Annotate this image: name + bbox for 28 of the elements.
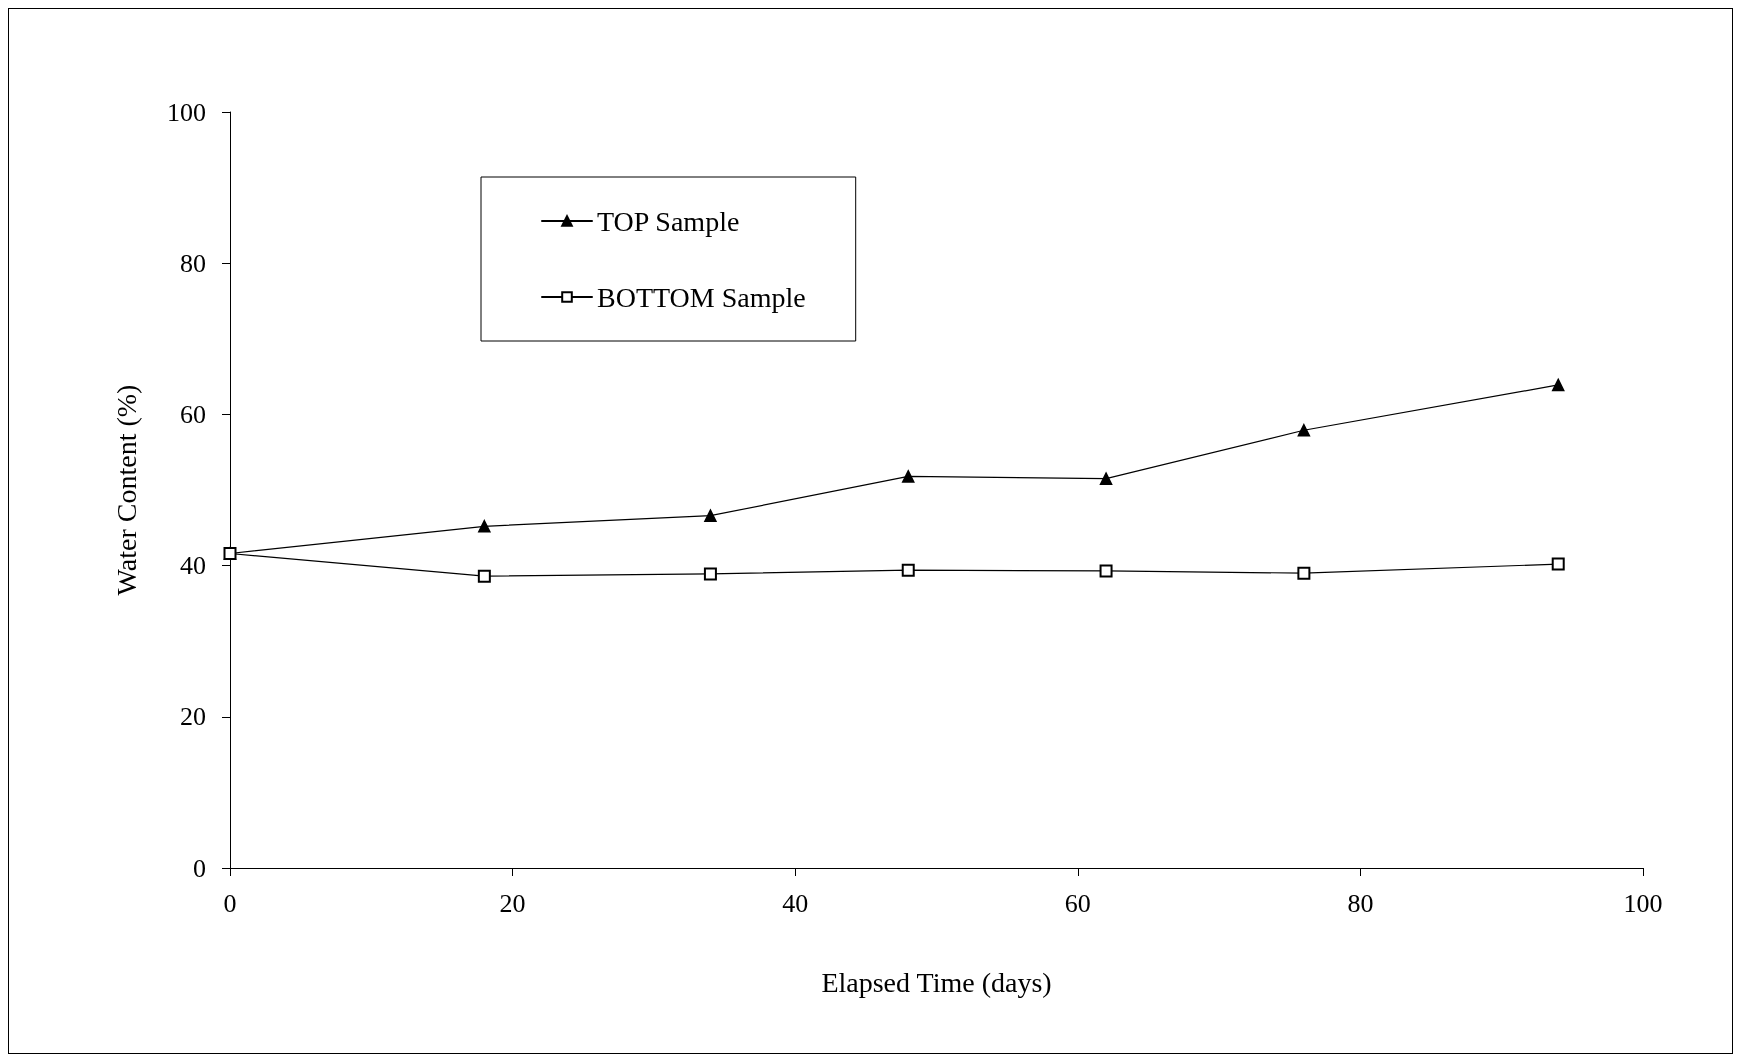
x-axis-title: Elapsed Time (days) xyxy=(821,966,1052,998)
y-tick-label: 80 xyxy=(180,248,206,278)
x-tick-label: 0 xyxy=(223,888,237,918)
y-tick-label: 40 xyxy=(180,551,206,581)
point xyxy=(1551,557,1565,571)
x-tick-label: 40 xyxy=(782,888,809,918)
point xyxy=(1297,424,1311,437)
point xyxy=(703,567,717,581)
legend-label: BOTTOM Sample xyxy=(597,281,806,313)
point xyxy=(1297,566,1311,580)
point xyxy=(901,470,915,483)
point xyxy=(478,520,491,533)
y-tick-label: 0 xyxy=(193,853,206,883)
legend-label: TOP Sample xyxy=(597,205,740,237)
x-tick-label: 100 xyxy=(1623,888,1663,918)
y-axis-title: Water Content (%) xyxy=(110,384,142,596)
x-tick-label: 80 xyxy=(1347,888,1374,918)
x-tick-label: 60 xyxy=(1064,888,1091,918)
x-tick-label: 20 xyxy=(499,888,526,918)
y-tick-label: 20 xyxy=(180,702,206,732)
point xyxy=(901,563,915,577)
point xyxy=(1099,472,1113,485)
point xyxy=(1551,378,1565,392)
y-tick-label: 100 xyxy=(167,97,206,127)
y-tick-label: 60 xyxy=(180,399,206,429)
point xyxy=(704,509,717,522)
point xyxy=(477,569,491,583)
point xyxy=(1099,564,1113,578)
